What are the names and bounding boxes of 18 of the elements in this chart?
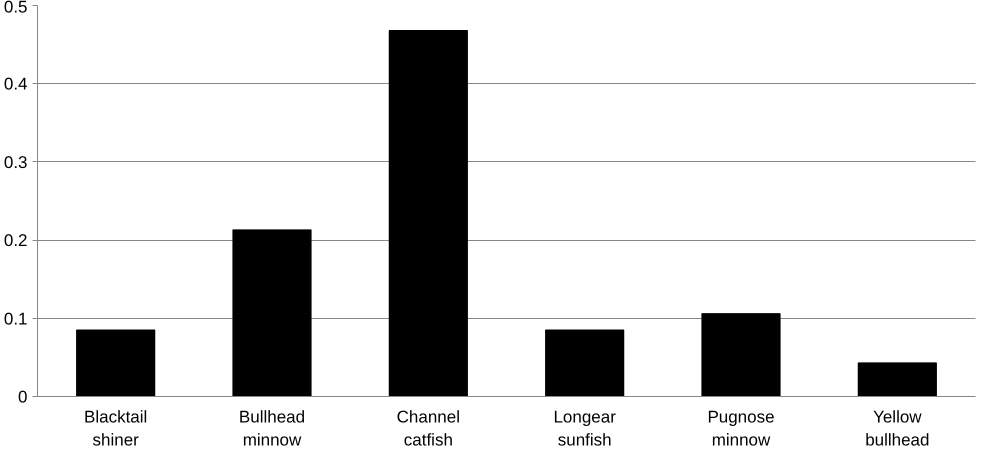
y-tick-label: 0 bbox=[18, 388, 28, 406]
bar bbox=[388, 30, 468, 396]
bar bbox=[545, 330, 624, 396]
bar bbox=[701, 313, 781, 396]
x-tick-label: Longear sunfish bbox=[553, 408, 616, 450]
x-tick-label: Bullhead minnow bbox=[238, 408, 306, 450]
bar bbox=[76, 330, 156, 396]
bar bbox=[858, 362, 937, 396]
y-tick-label: 0.1 bbox=[4, 309, 28, 328]
y-tick-label: 0.4 bbox=[4, 74, 28, 94]
bar bbox=[232, 229, 312, 396]
x-tick-label: Yellow bullhead bbox=[865, 408, 930, 450]
y-tick-label: 0.2 bbox=[4, 231, 28, 250]
y-tick-label: 0.3 bbox=[4, 152, 28, 172]
x-tick-label: Blacktail shiner bbox=[84, 408, 148, 450]
x-tick-label: Pugnose minnow bbox=[707, 408, 775, 450]
x-tick-label: Channel catfish bbox=[396, 408, 460, 450]
y-tick-label: 0.5 bbox=[4, 0, 28, 16]
